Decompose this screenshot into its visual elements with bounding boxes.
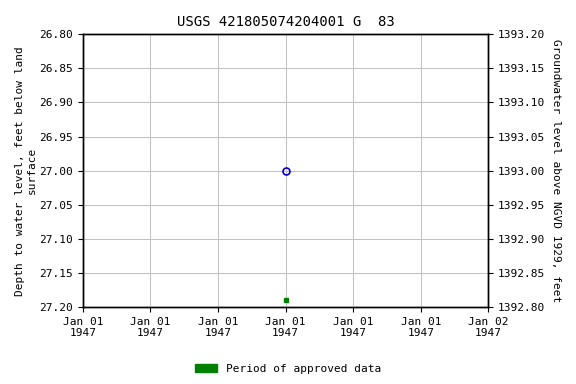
Y-axis label: Groundwater level above NGVD 1929, feet: Groundwater level above NGVD 1929, feet [551,39,561,302]
Y-axis label: Depth to water level, feet below land
surface: Depth to water level, feet below land su… [15,46,37,296]
Title: USGS 421805074204001 G  83: USGS 421805074204001 G 83 [177,15,395,29]
Legend: Period of approved data: Period of approved data [191,359,385,379]
